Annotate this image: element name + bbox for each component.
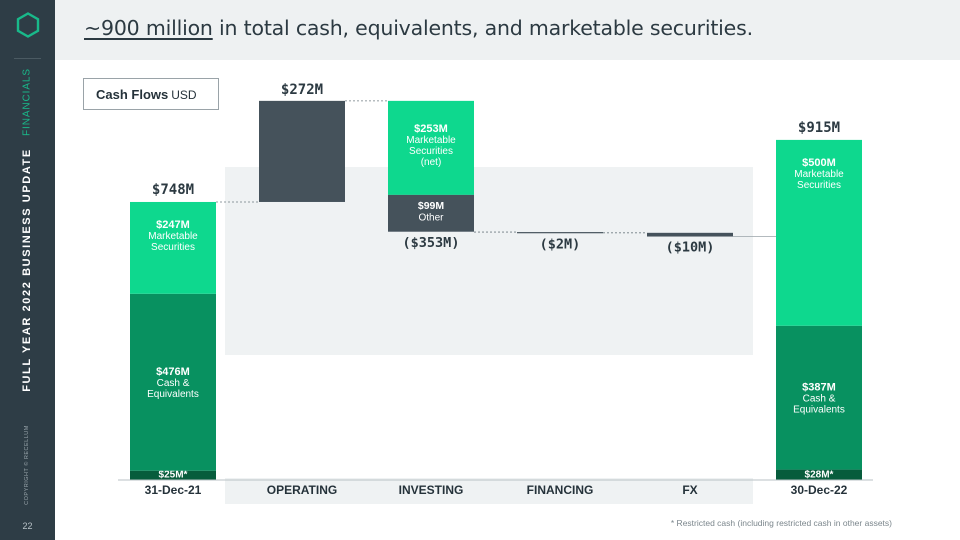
category-label-fx: FX <box>682 483 697 497</box>
category-label-operating: OPERATING <box>267 483 337 497</box>
page-title: ~900 million in total cash, equivalents,… <box>84 16 753 40</box>
cash-flows-label-box: Cash Flows USD <box>83 78 219 110</box>
flow-bar-investing-segment-0-caption-0: Marketable <box>406 135 456 146</box>
closing-bar-segment-1-value: $387M <box>802 382 836 394</box>
flow-bar-investing-segment-0-value: $253M <box>414 123 448 135</box>
closing-bar-segment-2 <box>776 139 862 326</box>
page-number: 22 <box>22 521 33 531</box>
closing-bar-segment-1-caption-0: Cash & <box>803 394 836 405</box>
flow-bar-financing-value-label: ($2M) <box>540 236 581 252</box>
opening-bar-total-label: $748M <box>152 182 194 198</box>
flow-bar-operating-value-label: $272M <box>281 82 323 98</box>
title-bar: ~900 million in total cash, equivalents,… <box>55 0 960 60</box>
category-axis-band <box>225 478 753 504</box>
opening-bar-segment-1-caption-0: Cash & <box>157 378 190 389</box>
hexagon-logo-icon <box>16 12 40 38</box>
flow-bar-investing-value-label: ($353M) <box>403 235 460 251</box>
opening-bar-segment-2 <box>130 201 216 294</box>
sidebar: FINANCIALS FULL YEAR 2022 BUSINESS UPDAT… <box>0 0 55 540</box>
closing-bar-segment-2-caption-1: Securities <box>797 180 841 191</box>
closing-bar-segment-2-caption-0: Marketable <box>794 169 844 180</box>
flow-bar-fx-value-label: ($10M) <box>666 240 715 256</box>
currency-unit: USD <box>171 88 197 102</box>
opening-bar-segment-0-value: $25M* <box>159 470 188 481</box>
sidebar-divider <box>14 58 41 59</box>
flow-bar-investing-segment-0-caption-1: Securities <box>409 146 453 157</box>
closing-bar-segment-0-value: $28M* <box>805 470 834 481</box>
cash-flows-label: Cash Flows <box>96 87 169 102</box>
title-highlight: ~900 million <box>84 16 213 40</box>
opening-bar-segment-1-value: $476M <box>156 366 190 378</box>
title-text: in total cash, equivalents, and marketab… <box>212 16 753 40</box>
opening-bar-segment-1 <box>130 293 216 471</box>
flow-bar-investing-segment-0-caption-2: (net) <box>421 157 442 168</box>
flow-bar-investing-segment-1-caption-0: Other <box>418 212 444 223</box>
category-label-30-dec-22: 30-Dec-22 <box>791 483 848 497</box>
flow-bar-financing-bar <box>517 232 603 234</box>
flow-bar-investing-segment-0 <box>388 100 474 195</box>
category-label-31-dec-21: 31-Dec-21 <box>145 483 202 497</box>
closing-bar-segment-1-caption-1: Equivalents <box>793 405 845 416</box>
flow-bar-investing-segment-1-value: $99M <box>418 200 445 212</box>
opening-bar-segment-1-caption-1: Equivalents <box>147 389 199 400</box>
flow-bar-fx-bar <box>647 232 733 237</box>
opening-bar-segment-2-caption-1: Securities <box>151 242 195 253</box>
closing-bar-total-label: $915M <box>798 120 840 136</box>
flow-bar-operating-bar <box>259 100 345 202</box>
opening-bar-segment-0 <box>130 470 216 480</box>
opening-bar-segment-2-caption-0: Marketable <box>148 231 198 242</box>
flow-bar-investing-segment-1 <box>388 194 474 232</box>
opening-bar-segment-2-value: $247M <box>156 219 190 231</box>
closing-bar-segment-1 <box>776 325 862 470</box>
closing-bar-segment-0 <box>776 469 862 480</box>
category-label-investing: INVESTING <box>399 483 464 497</box>
category-label-financing: FINANCING <box>527 483 594 497</box>
closing-bar-segment-2-value: $500M <box>802 157 836 169</box>
footnote: * Restricted cash (including restricted … <box>670 518 892 528</box>
